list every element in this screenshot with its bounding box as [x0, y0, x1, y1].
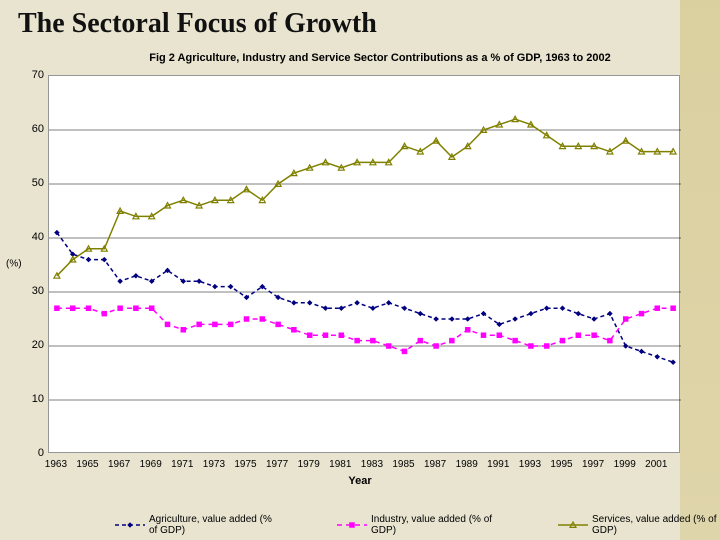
x-tick-label: 1991: [487, 459, 509, 470]
x-tick-label: 1999: [614, 459, 636, 470]
x-tick-label: 1977: [266, 459, 288, 470]
x-tick-label: 1971: [171, 459, 193, 470]
legend-label: Services, value added (% of GDP): [592, 514, 720, 536]
x-axis-label: Year: [0, 475, 720, 487]
legend-label: Industry, value added (% of GDP): [371, 514, 498, 536]
x-tick-label: 1979: [298, 459, 320, 470]
legend: Agriculture, value added (% of GDP) Indus…: [115, 514, 720, 536]
legend-item: Services, value added (% of GDP): [558, 514, 720, 536]
x-tick-label: 1995: [550, 459, 572, 470]
legend-label: Agriculture, value added (% of GDP): [149, 514, 277, 536]
y-tick-label: 50: [24, 177, 44, 189]
chart-plot-area: [48, 75, 680, 453]
x-tick-label: 1987: [424, 459, 446, 470]
decorative-sidebar: [680, 0, 720, 540]
legend-swatch: [558, 519, 588, 531]
x-tick-label: 1975: [234, 459, 256, 470]
legend-swatch: [337, 519, 367, 531]
chart-svg: [49, 76, 681, 454]
y-tick-label: 20: [24, 339, 44, 351]
x-tick-label: 1985: [392, 459, 414, 470]
x-tick-label: 1967: [108, 459, 130, 470]
y-tick-label: 40: [24, 231, 44, 243]
x-tick-label: 1989: [456, 459, 478, 470]
slide: The Sectoral Focus of Growth Fig 2 Agric…: [0, 0, 720, 540]
x-tick-label: 1965: [76, 459, 98, 470]
y-tick-label: 70: [24, 69, 44, 81]
x-tick-label: 1981: [329, 459, 351, 470]
x-tick-label: 1983: [361, 459, 383, 470]
y-tick-label: 60: [24, 123, 44, 135]
chart-title: Fig 2 Agriculture, Industry and Service …: [80, 52, 680, 64]
x-tick-label: 1969: [140, 459, 162, 470]
gridlines: [49, 76, 681, 454]
x-tick-label: 1997: [582, 459, 604, 470]
legend-item: Industry, value added (% of GDP): [337, 514, 498, 536]
legend-item: Agriculture, value added (% of GDP): [115, 514, 277, 536]
y-axis-label: (%): [6, 259, 22, 270]
legend-swatch: [115, 519, 145, 531]
x-tick-label: 1963: [45, 459, 67, 470]
x-tick-label: 2001: [645, 459, 667, 470]
x-tick-label: 1993: [519, 459, 541, 470]
y-tick-label: 10: [24, 393, 44, 405]
y-tick-label: 30: [24, 285, 44, 297]
page-title: The Sectoral Focus of Growth: [18, 8, 377, 40]
y-tick-label: 0: [24, 447, 44, 459]
x-tick-label: 1973: [203, 459, 225, 470]
